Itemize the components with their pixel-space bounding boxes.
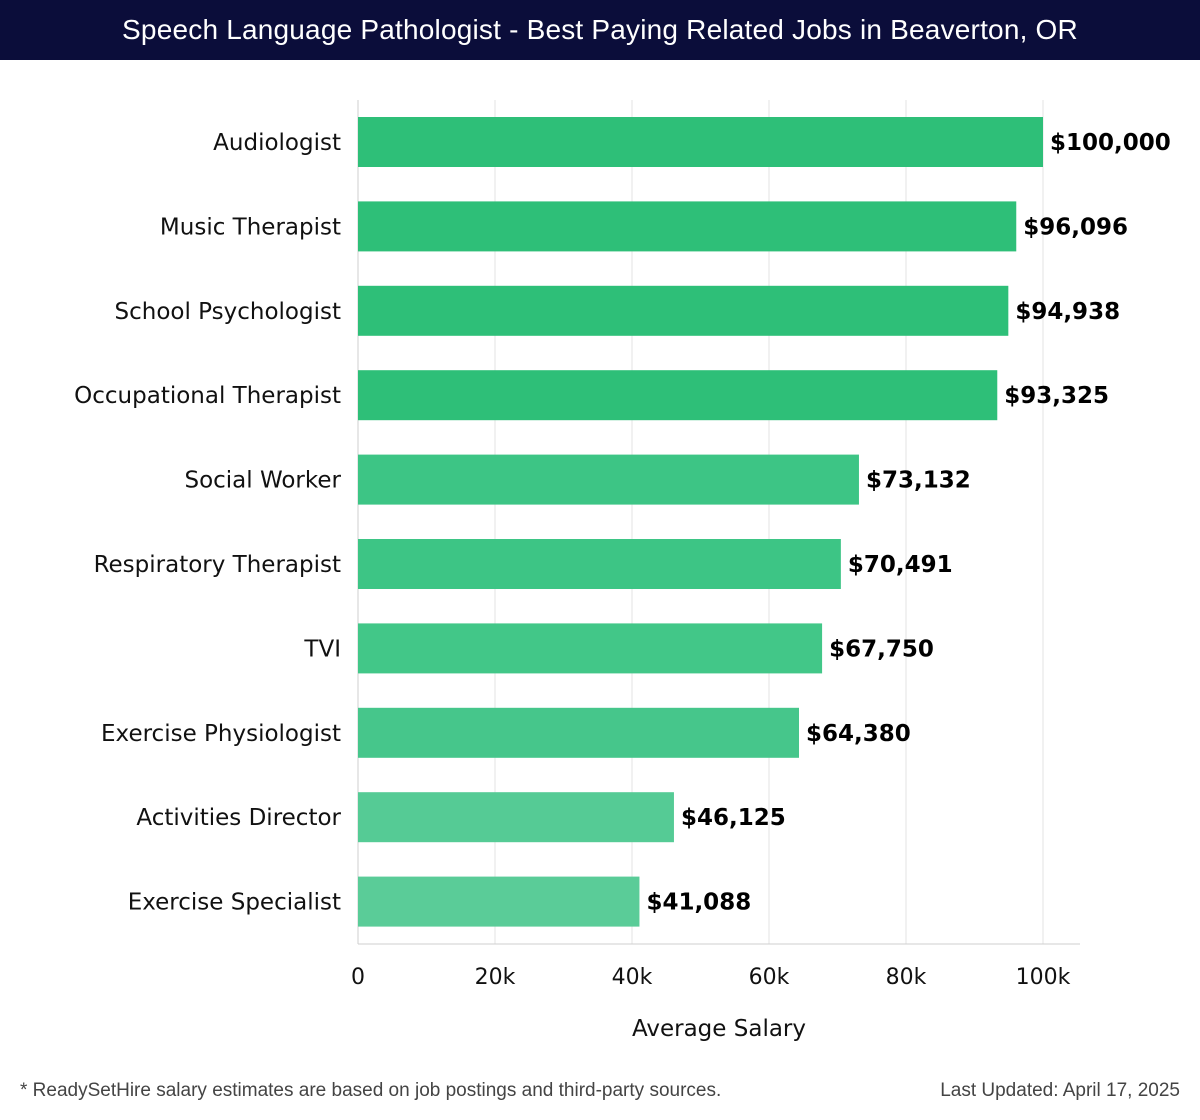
x-axis-title: Average Salary (632, 1016, 806, 1042)
bar (358, 623, 823, 674)
category-label: Exercise Specialist (128, 890, 341, 916)
bar (358, 539, 841, 589)
x-tick-label: 80k (886, 965, 927, 990)
category-label: Activities Director (136, 805, 341, 831)
category-label: Social Worker (184, 468, 341, 494)
bar (358, 117, 1043, 167)
last-updated: Last Updated: April 17, 2025 (940, 1080, 1180, 1101)
value-label: $73,132 (866, 468, 971, 494)
x-tick-label: 40k (612, 965, 653, 990)
bar (358, 201, 1017, 252)
category-label: Exercise Physiologist (101, 721, 341, 747)
bar (358, 876, 640, 927)
x-tick-label: 60k (749, 965, 790, 990)
chart-title: Speech Language Pathologist - Best Payin… (0, 0, 1200, 60)
value-label: $64,380 (806, 721, 911, 747)
value-label: $100,000 (1050, 130, 1171, 156)
bar-chart: Audiologist $100,000 Music Therapist $96,09… (74, 100, 1171, 1042)
value-label: $67,750 (829, 636, 934, 662)
value-label: $93,325 (1004, 383, 1109, 409)
bar (358, 285, 1009, 336)
bar (358, 707, 800, 758)
value-label: $96,096 (1023, 214, 1128, 240)
bar (358, 370, 998, 421)
value-label: $70,491 (848, 552, 953, 578)
category-label: Respiratory Therapist (94, 552, 341, 578)
x-tick-label: 20k (475, 965, 516, 990)
x-tick-label: 100k (1016, 965, 1071, 990)
category-label: School Psychologist (115, 299, 341, 325)
x-tick-label: 0 (351, 965, 365, 990)
category-label: Music Therapist (160, 214, 341, 240)
category-label: Audiologist (213, 130, 341, 156)
bar (358, 454, 859, 505)
value-label: $41,088 (646, 890, 751, 916)
category-label: TVI (303, 636, 341, 662)
footnote: * ReadySetHire salary estimates are base… (20, 1080, 722, 1101)
value-label: $46,125 (681, 805, 786, 831)
bar (358, 792, 674, 843)
category-label: Occupational Therapist (74, 383, 341, 409)
value-label: $94,938 (1015, 299, 1120, 325)
